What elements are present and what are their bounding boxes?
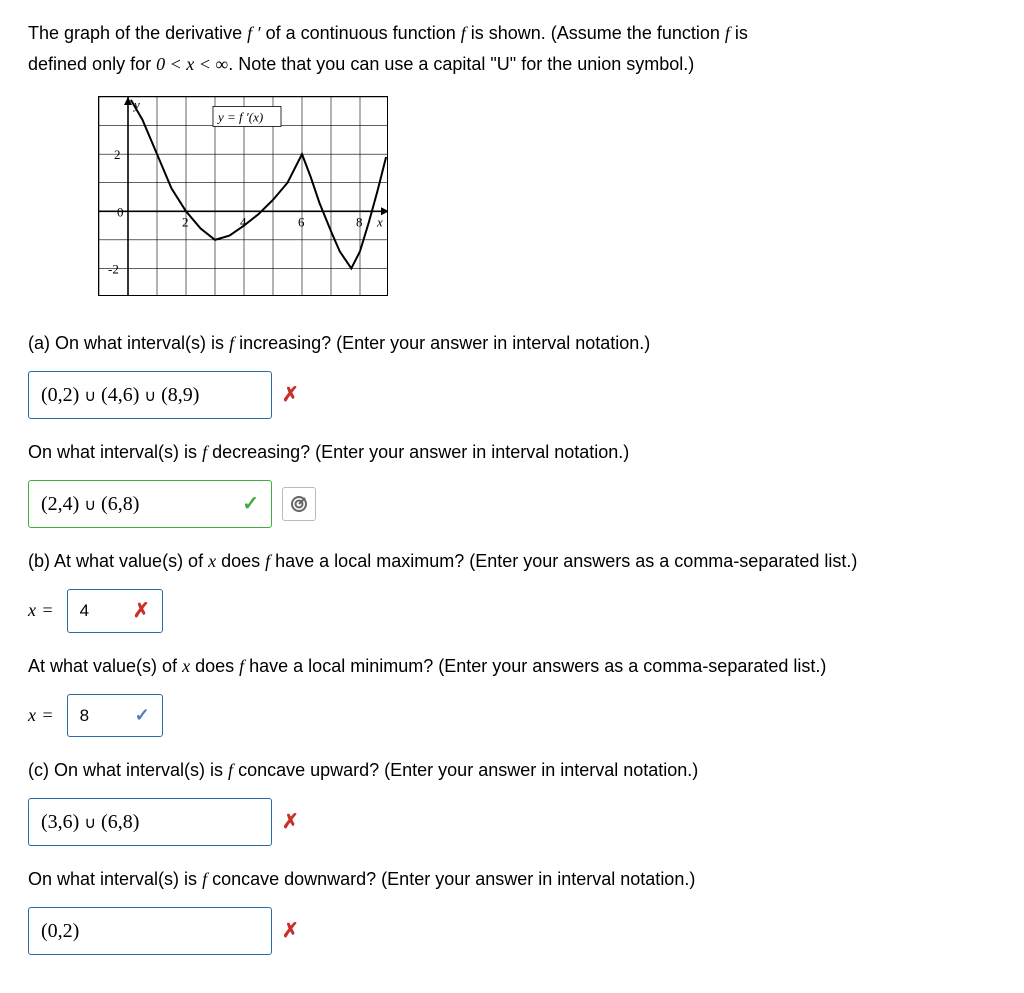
- correct-icon: ✓: [242, 494, 259, 514]
- answer-value: (2,4) ∪ (6,8): [41, 489, 139, 519]
- correct-icon: ✓: [135, 706, 150, 724]
- incorrect-icon: ✗: [282, 921, 299, 941]
- incorrect-icon: ✗: [282, 812, 299, 832]
- svg-text:8: 8: [356, 214, 363, 229]
- svg-text:2: 2: [182, 214, 189, 229]
- answer-c-up[interactable]: (3,6) ∪ (6,8): [28, 798, 272, 846]
- derivative-graph: 024682-2yxy = f ′(x): [98, 96, 996, 304]
- incorrect-icon: ✗: [282, 385, 299, 405]
- x-equals-label: x =: [28, 702, 55, 729]
- master-it-button[interactable]: [282, 487, 316, 521]
- answer-c-down[interactable]: (0,2): [28, 907, 272, 955]
- answer-b-min[interactable]: 8 ✓: [67, 694, 163, 738]
- problem-statement: The graph of the derivative f ′ of a con…: [28, 20, 996, 78]
- svg-text:y = f ′(x): y = f ′(x): [216, 109, 263, 124]
- question-a-decreasing: On what interval(s) is f decreasing? (En…: [28, 439, 996, 466]
- answer-a-decreasing[interactable]: (2,4) ∪ (6,8) ✓: [28, 480, 272, 528]
- answer-value: (3,6) ∪ (6,8): [41, 807, 139, 837]
- question-b-min: At what value(s) of x does f have a loca…: [28, 653, 996, 680]
- question-c-down: On what interval(s) is f concave downwar…: [28, 866, 996, 893]
- text: is: [730, 23, 748, 43]
- text: . Note that you can use a capital "U" fo…: [228, 54, 694, 74]
- svg-text:6: 6: [298, 214, 305, 229]
- svg-text:2: 2: [114, 147, 121, 162]
- question-a-increasing: (a) On what interval(s) is f increasing?…: [28, 330, 996, 357]
- svg-text:x: x: [376, 214, 383, 229]
- text: defined only for: [28, 54, 156, 74]
- fprime: f ′: [247, 23, 260, 43]
- text: is shown. (Assume the function: [466, 23, 725, 43]
- x-equals-label: x =: [28, 597, 55, 624]
- answer-value: 4: [80, 598, 89, 624]
- domain-expr: 0 < x < ∞: [156, 54, 228, 74]
- answer-value: (0,2): [41, 916, 79, 946]
- question-b-max: (b) At what value(s) of x does f have a …: [28, 548, 996, 575]
- svg-text:0: 0: [117, 204, 124, 219]
- answer-value: (0,2) ∪ (4,6) ∪ (8,9): [41, 380, 199, 410]
- incorrect-icon: ✗: [133, 601, 150, 621]
- answer-value: 8: [80, 703, 89, 729]
- answer-b-max[interactable]: 4 ✗: [67, 589, 163, 633]
- target-icon: [290, 495, 308, 513]
- svg-text:-2: -2: [108, 261, 119, 276]
- text: The graph of the derivative: [28, 23, 247, 43]
- text: of a continuous function: [261, 23, 461, 43]
- question-c-up: (c) On what interval(s) is f concave upw…: [28, 757, 996, 784]
- answer-a-increasing[interactable]: (0,2) ∪ (4,6) ∪ (8,9): [28, 371, 272, 419]
